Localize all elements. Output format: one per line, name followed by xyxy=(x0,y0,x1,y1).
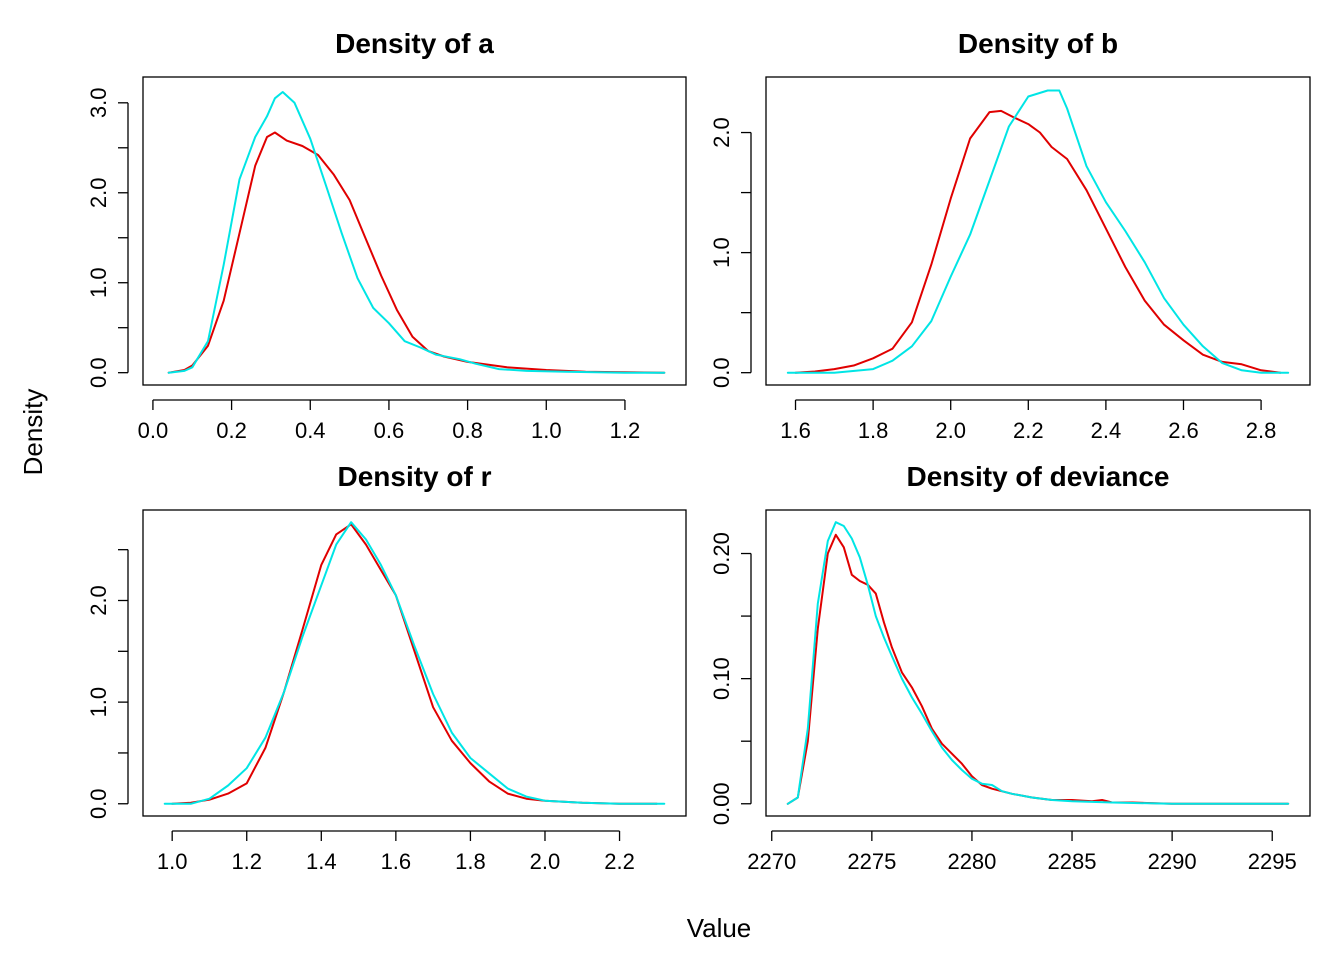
panel-a-x-tick-label: 1.2 xyxy=(610,418,641,443)
panel-r-frame xyxy=(142,509,687,817)
panel-a-series-2-line xyxy=(167,91,666,374)
panel-r-x-tick-label: 1.4 xyxy=(306,849,337,874)
panel-r-x-tick-label: 1.0 xyxy=(157,849,188,874)
panel-b-y-tick-label: 0.0 xyxy=(709,357,734,388)
panel-b-frame xyxy=(765,76,1311,386)
panel-a-x-tick-label: 0.6 xyxy=(374,418,405,443)
panel-r-y-tick-label: 2.0 xyxy=(86,585,111,616)
panel-deviance-series-1-line xyxy=(786,533,1290,805)
panel-deviance-x-tick-label: 2290 xyxy=(1148,849,1197,874)
panel-deviance-series-2-line xyxy=(786,521,1290,805)
panel-b-x-tick-label: 2.6 xyxy=(1168,418,1199,443)
panel-r-x-tick-label: 2.2 xyxy=(604,849,635,874)
figure-ylabel: Density xyxy=(18,389,48,476)
panel-r-x-tick-label: 2.0 xyxy=(530,849,561,874)
panel-r-x-tick-label: 1.8 xyxy=(455,849,486,874)
panel-a-y-tick-label: 2.0 xyxy=(86,177,111,208)
panel-deviance-x-tick-label: 2295 xyxy=(1248,849,1297,874)
panel-b-series-2-line xyxy=(786,89,1290,374)
panel-deviance-x-tick-label: 2275 xyxy=(847,849,896,874)
panel-deviance-frame xyxy=(765,509,1311,817)
panel-b-title: Density of b xyxy=(958,28,1118,59)
panel-b-x-tick-label: 1.8 xyxy=(858,418,889,443)
panel-r-series-1-line xyxy=(171,523,658,805)
panel-b-series-1-line xyxy=(794,109,1282,374)
panel-r-y-tick-label: 0.0 xyxy=(86,788,111,819)
panel-deviance-x-tick-label: 2280 xyxy=(947,849,996,874)
panel-a-x-tick-label: 0.0 xyxy=(138,418,169,443)
panel-b-x-tick-label: 1.6 xyxy=(780,418,811,443)
panel-deviance-x-tick-label: 2270 xyxy=(747,849,796,874)
panel-b-x-tick-label: 2.8 xyxy=(1246,418,1277,443)
panel-deviance-title: Density of deviance xyxy=(907,461,1170,492)
panel-r-title: Density of r xyxy=(337,461,491,492)
panel-a: Density of a 0.0 0.2 0.4 0.6 0.8 1.0 1.2 0.0 1.0 2… xyxy=(86,28,687,443)
panel-r-x-tick-label: 1.2 xyxy=(231,849,262,874)
panel-r-x-tick-label: 1.6 xyxy=(381,849,412,874)
panel-b-y-tick-label: 1.0 xyxy=(709,237,734,268)
panel-a-y-tick-label: 1.0 xyxy=(86,267,111,298)
panel-r-y-tick-label: 1.0 xyxy=(86,687,111,718)
panel-b-y-tick-label: 2.0 xyxy=(709,117,734,148)
panel-a-title: Density of a xyxy=(335,28,494,59)
panels: Density of a 0.0 0.2 0.4 0.6 0.8 1.0 1.2 0.0 1.0 2… xyxy=(86,28,1311,874)
panel-r-series-2-line xyxy=(163,521,666,805)
figure-xlabel: Value xyxy=(687,913,752,943)
panel-deviance-y-tick-label: 0.00 xyxy=(709,782,734,825)
panel-b-x-tick-label: 2.4 xyxy=(1091,418,1122,443)
panel-r: Density of r 1.0 1.2 1.4 1.6 1.8 2.0 2.2 0.0 1.0 2… xyxy=(86,461,687,874)
panel-a-x-tick-label: 0.4 xyxy=(295,418,326,443)
panel-a-x-tick-label: 0.2 xyxy=(216,418,247,443)
panel-deviance-y-tick-label: 0.10 xyxy=(709,657,734,700)
panel-a-series-1-line xyxy=(167,131,666,374)
panel-a-frame xyxy=(142,76,687,386)
panel-deviance-y-tick-label: 0.20 xyxy=(709,532,734,575)
panel-a-y-tick-label: 3.0 xyxy=(86,88,111,119)
panel-a-y-tick-label: 0.0 xyxy=(86,357,111,388)
panel-a-x-tick-label: 0.8 xyxy=(452,418,483,443)
panel-b-x-tick-label: 2.0 xyxy=(935,418,966,443)
panel-b: Density of b 1.6 1.8 2.0 2.2 2.4 2.6 2.8 0.0 1.0 2… xyxy=(709,28,1311,443)
panel-a-x-tick-label: 1.0 xyxy=(531,418,562,443)
panel-deviance: Density of deviance 2270 2275 2280 2285 2290 2… xyxy=(709,461,1311,874)
panel-deviance-x-tick-label: 2285 xyxy=(1048,849,1097,874)
panel-b-x-tick-label: 2.2 xyxy=(1013,418,1044,443)
